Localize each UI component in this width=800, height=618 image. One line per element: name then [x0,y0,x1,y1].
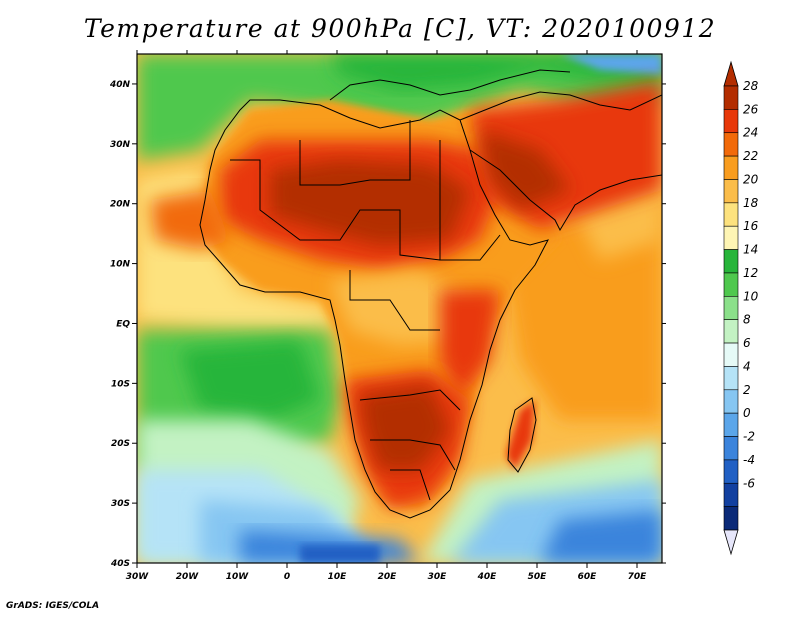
colorbar-label: 20 [743,172,759,186]
colorbar-label: 26 [743,102,759,116]
colorbar-bottom-arrow [723,529,739,556]
lat-tick-label: 30N [110,140,131,150]
lon-tick-label: 10E [328,572,348,582]
lon-tick-label: 0 [284,572,290,582]
lon-tick-label: 20W [176,572,200,582]
colorbar-segment [723,132,739,157]
lon-tick-label: 30E [428,572,448,582]
temperature-field [137,54,662,563]
colorbar-label: 14 [743,243,758,257]
colorbar-label: 4 [743,359,751,373]
lat-tick-label: 20S [111,439,130,449]
colorbar-segment [723,436,739,461]
lon-tick-label: 20E [378,572,398,582]
colorbar-segment [723,342,739,367]
colorbar-label: -4 [743,453,755,467]
colorbar-segment [723,155,739,180]
colorbar-segment [723,225,739,250]
colorbar-label: 24 [743,126,758,140]
colorbar-segment [723,249,739,274]
lon-tick-label: 40E [477,572,498,582]
lat-tick-label: 30S [111,499,130,509]
lat-tick-label: EQ [116,319,130,329]
footer-credit: GrADS: IGES/COLA [6,601,100,611]
colorbar-segment [723,459,739,484]
colorbar-label: -2 [743,430,755,444]
lat-tick-label: 40N [109,80,131,90]
lat-tick-label: 10N [110,260,131,270]
colorbar-label: 28 [743,79,759,93]
lon-axis: 30W 20W 10W 0 10E 20E 30E 40E 50E 60E 70E [126,50,647,582]
colorbar-segment [723,482,739,507]
colorbar-segment [723,296,739,320]
colorbar-segment [723,179,739,204]
colorbar-segment [723,109,739,134]
colorbar-segment [723,85,739,110]
colorbar-label: 2 [743,383,751,397]
lon-tick-label: 50E [528,572,548,582]
lon-tick-label: 10W [226,572,250,582]
colorbar-top-arrow [723,60,739,87]
colorbar-segment [723,319,739,344]
lat-tick-label: 10S [111,379,130,389]
lat-tick-label: 20N [110,200,131,210]
colorbar-segment [723,272,739,297]
colorbar-segment [723,366,739,391]
colorbar-segment [723,202,739,227]
plot-frame [136,53,663,564]
map-title: Temperature at 900hPa [C], VT: 202010091… [83,14,717,43]
lon-tick-label: 30W [126,572,150,582]
colorbar-segment [723,389,739,414]
colorbar-label: 8 [743,313,751,327]
colorbar-segment [723,412,739,437]
colorbar-label: 10 [743,289,759,303]
lon-tick-label: 70E [628,572,648,582]
lat-axis: 40N 30N 20N 10N EQ 10S 20S 30S 40S [109,80,666,569]
coastlines [199,69,662,519]
colorbar-label: 12 [743,266,758,280]
lon-tick-label: 60E [578,572,598,582]
colorbar-label: -6 [743,476,755,490]
lat-tick-label: 40S [110,559,130,569]
colorbar-label: 16 [743,219,759,233]
colorbar-label: 18 [743,196,759,210]
colorbar-segment [723,506,739,531]
colorbar-label: 22 [743,149,758,163]
colorbar-label: 6 [743,336,751,350]
colorbar-label: 0 [743,406,751,420]
